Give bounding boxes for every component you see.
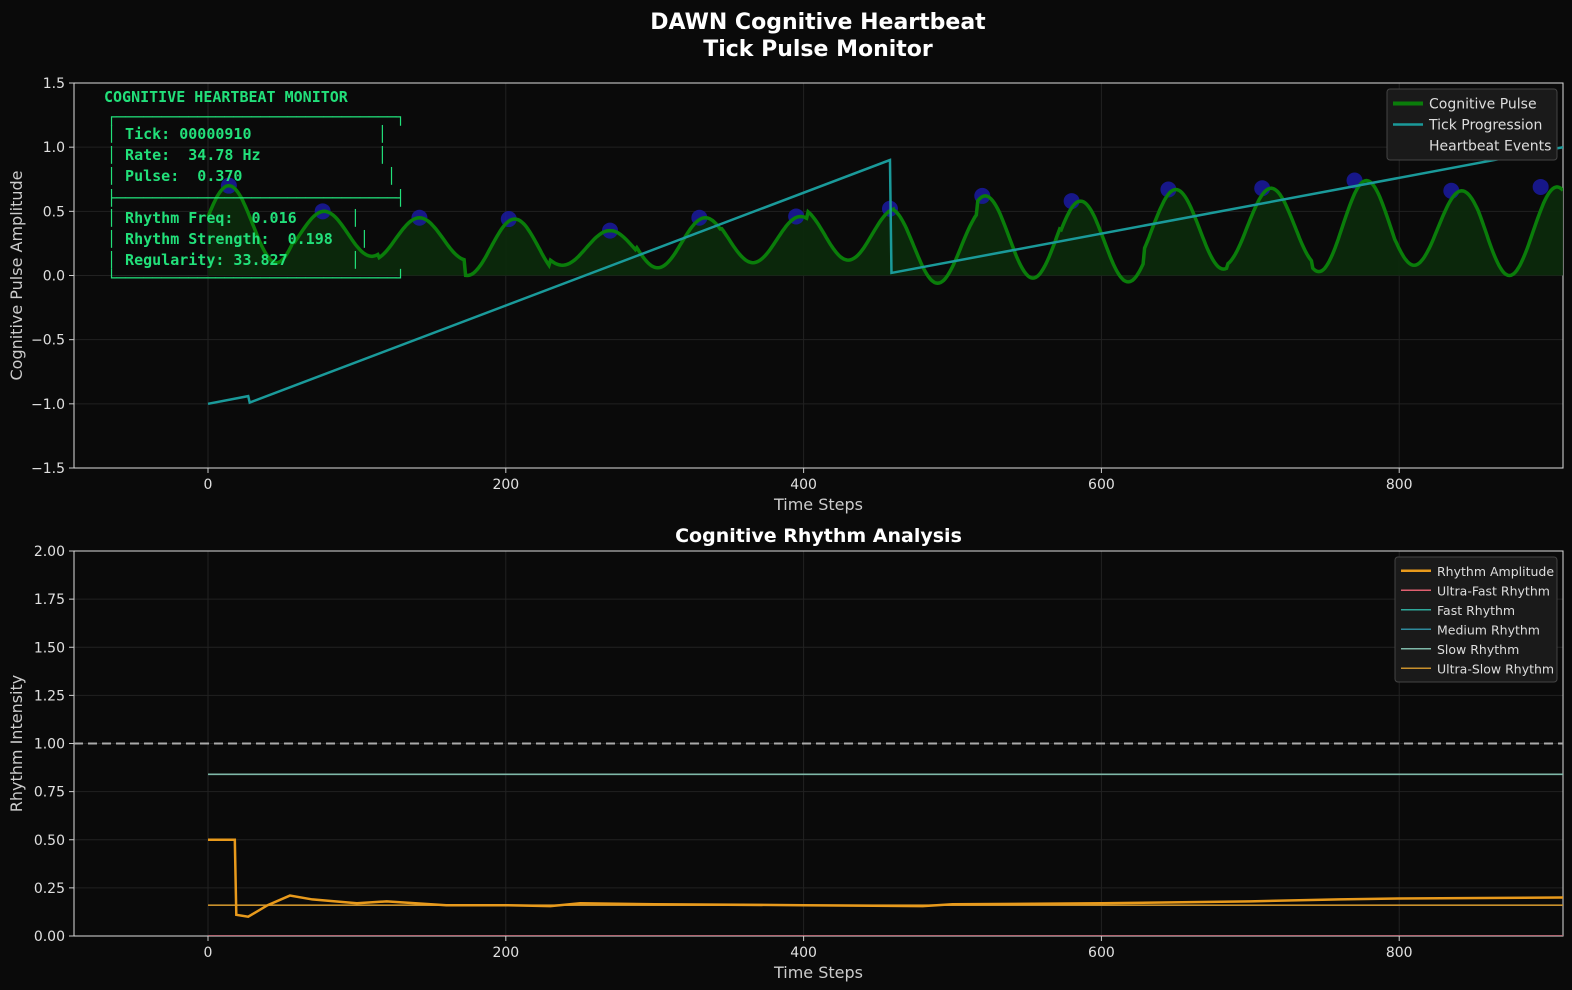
monitor-line: ┌───────────────────────────────┐	[107, 108, 405, 126]
y-tick-label: 1.0	[43, 140, 65, 156]
legend-label: Medium Rhythm	[1437, 622, 1540, 637]
y-tick-label: −1.0	[31, 397, 65, 413]
y-tick-label: 0.00	[34, 929, 65, 945]
legend-box	[1394, 556, 1558, 683]
monitor-line-tick: │ Tick: 00000910 │	[107, 124, 387, 143]
x-tick-label: 800	[1386, 945, 1413, 961]
y-tick-label: 0.0	[43, 269, 65, 285]
x-tick-label: 200	[492, 477, 519, 493]
legend-label: Cognitive Pulse	[1429, 97, 1537, 113]
y-tick-label: 1.5	[43, 76, 65, 92]
x-tick-label: 0	[204, 477, 213, 493]
monitor-line-regularity: │ Regularity: 33.827 │	[107, 250, 360, 269]
rhythm-line-rhythm-amplitude	[208, 838, 1563, 919]
x-tick-label: 800	[1386, 477, 1413, 493]
y-tick-label: −1.5	[31, 461, 65, 477]
plot-area	[74, 742, 1563, 936]
y-tick-label: 2.00	[34, 544, 65, 560]
heartbeat-monitor-panel: COGNITIVE HEARTBEAT MONITOR ┌───────────…	[104, 88, 405, 287]
y-tick-label: 0.5	[43, 204, 65, 220]
legend-label: Ultra-Fast Rhythm	[1437, 583, 1550, 598]
x-tick-label: 400	[790, 945, 817, 961]
y-tick-label: 0.75	[34, 785, 65, 801]
heartbeat-event-marker	[1532, 178, 1549, 195]
pulse-chart: 0 200 400 600 800 −1.5 −1.0 −0.5 0.0 0.5 1.0 1.5 Tim…	[7, 76, 1564, 514]
subplot-title: Cognitive Rhythm Analysis	[675, 525, 962, 547]
legend-label: Ultra-Slow Rhythm	[1437, 661, 1554, 676]
x-tick-label: 600	[1088, 945, 1115, 961]
y-tick-label: 1.50	[34, 640, 65, 656]
legend-label: Tick Progression	[1428, 118, 1542, 134]
plot-area	[206, 145, 1563, 406]
legend-label: Rhythm Amplitude	[1437, 564, 1554, 579]
y-tick-label: 1.00	[34, 737, 65, 753]
x-tick-label: 0	[204, 945, 213, 961]
heartbeat-event-marker	[1160, 181, 1177, 198]
y-tick-label: 1.25	[34, 688, 65, 704]
x-axis-label: Time Steps	[773, 495, 863, 514]
y-axis-label: Rhythm Intensity	[7, 675, 26, 812]
monitor-line: └───────────────────────────────┘	[107, 268, 405, 287]
legend-label: Fast Rhythm	[1437, 603, 1515, 618]
tick-progression-line	[207, 145, 1563, 406]
x-axis-label: Time Steps	[773, 963, 863, 982]
x-tick-label: 200	[492, 945, 519, 961]
legend-label: Heartbeat Events	[1429, 139, 1551, 155]
y-tick-label: 0.50	[34, 833, 65, 849]
y-tick-label: 0.25	[34, 881, 65, 897]
monitor-line-rate: │ Rate: 34.78 Hz │	[107, 145, 387, 164]
rhythm-chart: 0 200 400 600 800 0.00 0.25 0.50 0.75 1.00 1.25 1.5…	[7, 525, 1564, 982]
y-tick-label: −0.5	[31, 333, 65, 349]
figure-title-line2: Tick Pulse Monitor	[703, 37, 933, 62]
legend-box	[1386, 88, 1558, 161]
figure-title-line1: DAWN Cognitive Heartbeat	[650, 10, 986, 35]
monitor-line-rhythm-freq: │ Rhythm Freq: 0.016 │	[107, 208, 360, 227]
x-tick-label: 600	[1088, 477, 1115, 493]
monitor-line: ├───────────────────────────────┤	[107, 188, 405, 207]
cognitive-pulse-line	[206, 178, 1563, 285]
pulse-fill-area	[208, 180, 1563, 284]
y-tick-label: 1.75	[34, 592, 65, 608]
monitor-line-pulse: │ Pulse: 0.370 │	[107, 166, 396, 185]
monitor-line-rhythm-strength: │ Rhythm Strength: 0.198 │	[107, 229, 369, 248]
monitor-header: COGNITIVE HEARTBEAT MONITOR	[104, 88, 349, 106]
x-tick-label: 400	[790, 477, 817, 493]
y-axis-label: Cognitive Pulse Amplitude	[7, 170, 26, 380]
legend-label: Slow Rhythm	[1437, 642, 1519, 657]
